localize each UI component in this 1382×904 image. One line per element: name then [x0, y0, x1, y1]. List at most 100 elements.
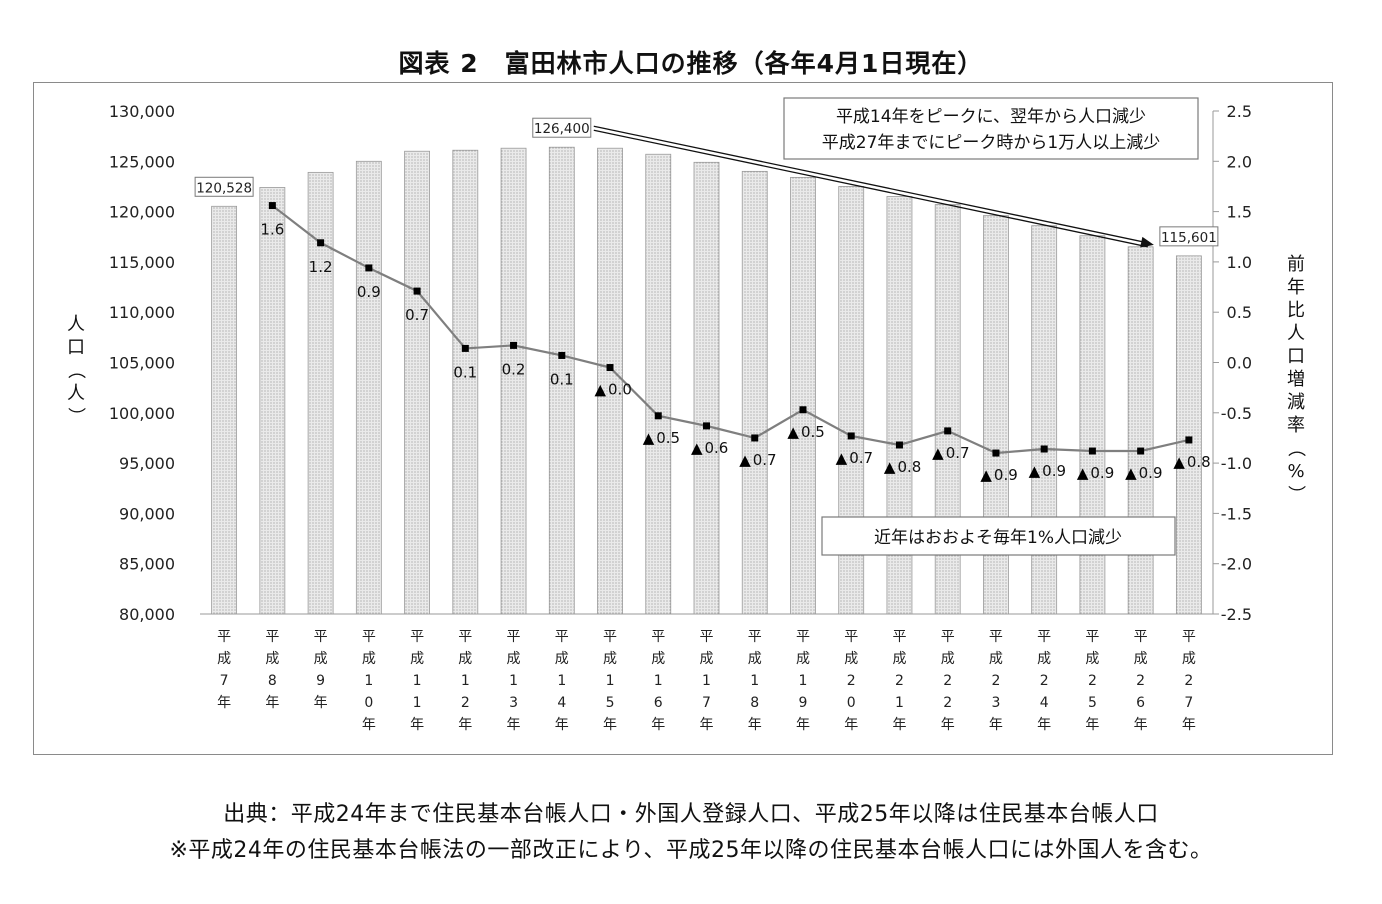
- category-label-char: 7: [702, 695, 711, 711]
- population-bar: [693, 161, 720, 615]
- category-label-char: 年: [555, 717, 569, 733]
- category-label-char: 成: [410, 651, 424, 667]
- value-callout-box: [1159, 226, 1219, 247]
- growth-rate-label: 0.5: [801, 423, 825, 441]
- right-tick-label: 0.0: [1227, 354, 1252, 373]
- category-label-char: 0: [847, 695, 856, 711]
- category-label-char: 成: [1182, 651, 1196, 667]
- category-label-char: 1: [654, 673, 663, 689]
- growth-rate-label: 0.5: [656, 429, 680, 447]
- chart-frame: [33, 82, 1333, 755]
- growth-rate-marker: [1185, 436, 1193, 444]
- growth-rate-marker: [799, 406, 807, 414]
- category-label-char: 平: [941, 629, 955, 645]
- category-label-char: 平: [314, 629, 328, 645]
- growth-rate-marker: [944, 427, 952, 435]
- growth-rate-marker: [268, 202, 276, 210]
- growth-rate-label: 0.0: [608, 381, 632, 399]
- note-footnote: ※平成24年の住民基本台帳法の一部改正により、平成25年以降の住民基本台帳人口に…: [169, 838, 1213, 863]
- negative-triangle-icon: ▲: [1077, 464, 1089, 482]
- population-bar: [259, 187, 286, 615]
- category-label-char: 1: [413, 673, 422, 689]
- category-label-char: 2: [943, 695, 952, 711]
- category-label-char: 6: [654, 695, 663, 711]
- population-bar: [452, 149, 479, 615]
- category-label-char: 成: [651, 651, 665, 667]
- category-label-char: 成: [1085, 651, 1099, 667]
- growth-rate-label: 0.8: [1187, 453, 1211, 471]
- value-callout-box: [194, 176, 254, 197]
- category-label-char: 3: [991, 695, 1000, 711]
- category-label-char: 成: [362, 651, 376, 667]
- negative-triangle-icon: ▲: [739, 451, 751, 469]
- population-bar: [355, 160, 382, 615]
- category-label-char: 平: [989, 629, 1003, 645]
- category-label-char: 年: [1182, 717, 1196, 733]
- peak-annotation-box: [783, 97, 1199, 160]
- category-label-char: 7: [1184, 695, 1193, 711]
- right-axis-title-char: 比: [1287, 300, 1305, 321]
- trend-arrow-line: [593, 129, 1149, 248]
- category-label-char: 成: [1037, 651, 1051, 667]
- category-label-char: 7: [220, 673, 229, 689]
- category-label-char: 8: [750, 695, 759, 711]
- left-tick-label: 100,000: [109, 404, 175, 423]
- category-label-char: 平: [892, 629, 906, 645]
- right-axis-title-char: ）: [1285, 485, 1306, 503]
- negative-triangle-icon: ▲: [1173, 453, 1185, 471]
- growth-rate-label: 0.9: [1090, 464, 1114, 482]
- growth-rate-label: 0.9: [1139, 464, 1163, 482]
- growth-rate-marker: [606, 364, 614, 372]
- growth-rate-label: 0.1: [453, 363, 477, 381]
- growth-rate-marker: [654, 412, 662, 420]
- category-label-char: 4: [557, 695, 566, 711]
- negative-triangle-icon: ▲: [980, 466, 992, 484]
- right-tick-label: 2.5: [1227, 102, 1252, 121]
- category-label-char: 成: [989, 651, 1003, 667]
- growth-rate-marker: [895, 441, 903, 449]
- left-tick-label: 80,000: [119, 605, 175, 624]
- growth-rate-label: 0.2: [502, 360, 526, 378]
- category-label-char: 年: [458, 717, 472, 733]
- left-axis-title-char: （: [65, 361, 86, 379]
- category-label-char: 2: [895, 673, 904, 689]
- population-bar: [211, 205, 238, 615]
- category-label-char: 年: [989, 717, 1003, 733]
- trend-annotation-text: 近年はおおよそ毎年1%人口減少: [874, 528, 1122, 548]
- category-label-char: 平: [796, 629, 810, 645]
- category-label-char: 0: [364, 695, 373, 711]
- left-tick-label: 105,000: [109, 354, 175, 373]
- growth-rate-label: 1.2: [309, 258, 333, 276]
- category-label-char: 年: [217, 695, 231, 711]
- category-label-char: 平: [458, 629, 472, 645]
- left-tick-label: 130,000: [109, 102, 175, 121]
- trend-arrow-line: [593, 125, 1149, 244]
- population-bar: [741, 170, 768, 615]
- category-label-char: 年: [1085, 717, 1099, 733]
- category-label-char: 2: [461, 695, 470, 711]
- right-axis-title-char: 率: [1287, 415, 1305, 436]
- growth-rate-marker: [703, 422, 710, 430]
- category-label-char: 1: [461, 673, 470, 689]
- growth-rate-marker: [317, 239, 325, 247]
- category-label-char: 成: [314, 651, 328, 667]
- source-footnote: 出典：平成24年まで住民基本台帳人口・外国人登録人口、平成25年以降は住民基本台…: [223, 802, 1159, 827]
- growth-rate-label: 1.6: [260, 221, 284, 239]
- category-label-char: 2: [1040, 673, 1049, 689]
- right-tick-label: -1.5: [1221, 504, 1252, 523]
- category-label-char: 年: [603, 717, 617, 733]
- category-label-char: 2: [1184, 673, 1193, 689]
- category-label-char: 成: [555, 651, 569, 667]
- category-label-char: 平: [217, 629, 231, 645]
- growth-rate-marker: [365, 264, 373, 272]
- growth-rate-marker: [558, 351, 566, 359]
- category-label-char: 平: [410, 629, 424, 645]
- negative-triangle-icon: ▲: [594, 381, 606, 399]
- growth-rate-marker: [510, 341, 518, 349]
- left-axis-title-char: 人: [67, 314, 85, 335]
- category-label-char: 2: [847, 673, 856, 689]
- left-axis-title-char: 人: [67, 383, 85, 404]
- category-label-char: 1: [557, 673, 566, 689]
- category-label-char: 年: [941, 717, 955, 733]
